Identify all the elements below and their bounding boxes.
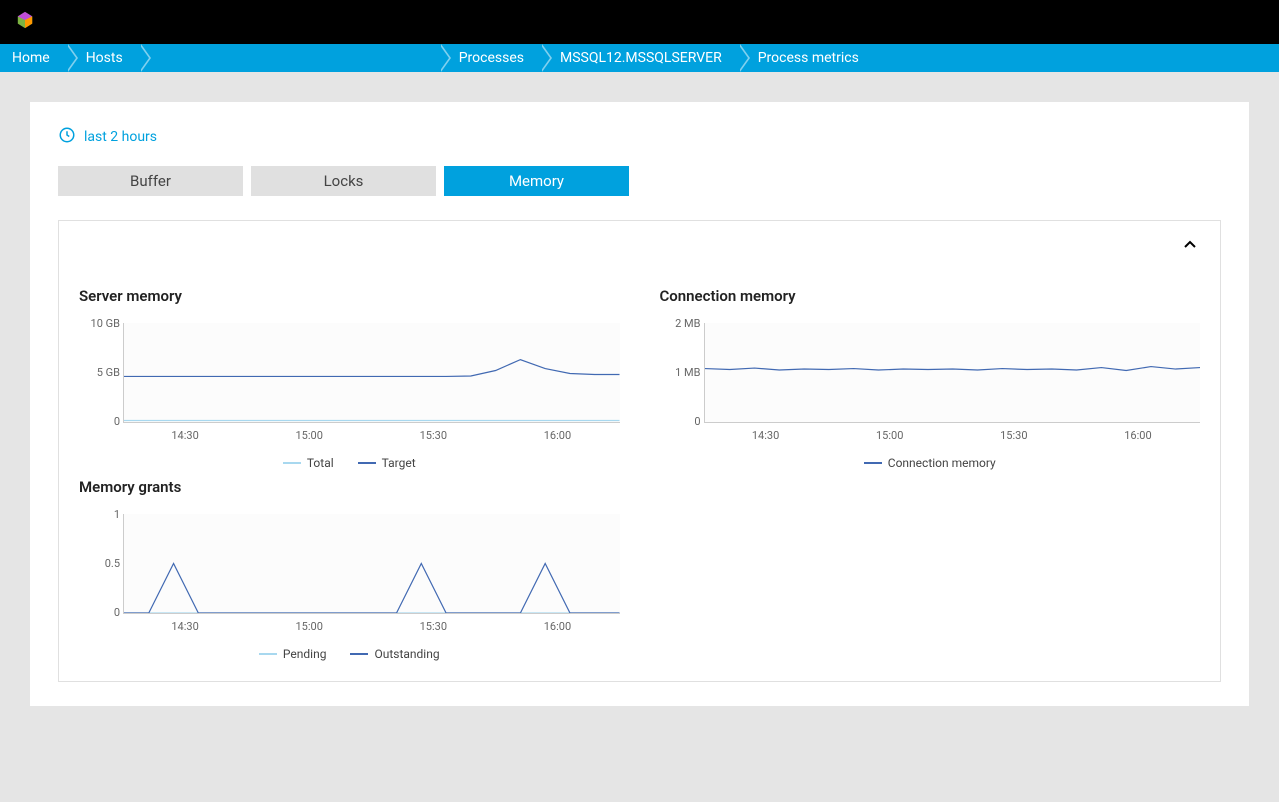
x-tick: 16:00: [544, 429, 571, 442]
legend-label: Connection memory: [888, 456, 996, 470]
legend-swatch: [350, 653, 368, 655]
tab-buffer[interactable]: Buffer: [58, 166, 243, 196]
y-tick: 2 MB: [675, 317, 700, 330]
x-tick: 15:00: [295, 429, 322, 442]
chart-y-axis: 10 GB 5 GB 0: [80, 317, 120, 428]
legend-item: Target: [358, 456, 416, 470]
legend-label: Outstanding: [374, 647, 439, 661]
tab-label: Locks: [324, 172, 364, 190]
chart-connection-memory: Connection memory 2 MB 1 MB 0 14:30 15:0…: [660, 287, 1201, 470]
tab-label: Buffer: [130, 172, 171, 190]
breadcrumb-host-name[interactable]: [139, 44, 439, 72]
legend-swatch: [358, 462, 376, 464]
chart-memory-grants: Memory grants 1 0.5 0 14:30 15:00 15:30: [79, 478, 620, 661]
breadcrumb-label: Processes: [459, 50, 524, 66]
charts-grid: Server memory 10 GB 5 GB 0 14:30 15:00 1…: [79, 287, 1200, 661]
chart-legend: Connection memory: [660, 456, 1201, 470]
legend-label: Total: [307, 456, 334, 470]
chart-y-axis: 1 0.5 0: [80, 508, 120, 619]
x-tick: 16:00: [1124, 429, 1151, 442]
x-tick: 15:00: [295, 620, 322, 633]
y-tick: 0: [114, 606, 120, 619]
legend-swatch: [283, 462, 301, 464]
chart-title: Memory grants: [79, 478, 620, 496]
x-tick: 15:00: [876, 429, 903, 442]
chart-svg: [124, 514, 620, 613]
charts-panel: Server memory 10 GB 5 GB 0 14:30 15:00 1…: [58, 220, 1221, 682]
tab-locks[interactable]: Locks: [251, 166, 436, 196]
x-tick: 14:30: [171, 620, 198, 633]
chart-x-axis: 14:30 15:00 15:30 16:00: [123, 429, 620, 442]
chart-x-axis: 14:30 15:00 15:30 16:00: [123, 620, 620, 633]
y-tick: 5 GB: [97, 366, 120, 379]
tab-label: Memory: [509, 172, 564, 190]
x-tick: 14:30: [171, 429, 198, 442]
main-card: last 2 hours Buffer Locks Memory Server …: [30, 102, 1249, 706]
chart-plot-area: 10 GB 5 GB 0: [123, 323, 620, 423]
breadcrumb-label: Home: [12, 50, 50, 66]
app-logo-icon: [16, 11, 34, 33]
top-app-bar: [0, 0, 1279, 44]
breadcrumb-bar: Home Hosts Processes MSSQL12.MSSQLSERVER…: [0, 44, 1279, 72]
breadcrumb-home[interactable]: Home: [0, 44, 66, 72]
y-tick: 1: [114, 508, 120, 521]
legend-item: Total: [283, 456, 334, 470]
collapse-panel-button[interactable]: [1180, 237, 1200, 257]
time-range-label: last 2 hours: [84, 129, 157, 145]
clock-icon: [58, 126, 76, 148]
chart-server-memory: Server memory 10 GB 5 GB 0 14:30 15:00 1…: [79, 287, 620, 470]
breadcrumb-process-metrics[interactable]: Process metrics: [738, 44, 875, 72]
metric-tabs: Buffer Locks Memory: [58, 166, 1221, 196]
x-tick: 16:00: [544, 620, 571, 633]
legend-item: Outstanding: [350, 647, 439, 661]
time-range-picker[interactable]: last 2 hours: [58, 126, 157, 148]
chart-svg: [124, 323, 620, 422]
breadcrumb-label: Process metrics: [758, 50, 859, 66]
breadcrumb-label: Hosts: [86, 50, 123, 66]
legend-label: Target: [382, 456, 416, 470]
legend-label: Pending: [283, 647, 327, 661]
y-tick: 0: [114, 415, 120, 428]
tab-memory[interactable]: Memory: [444, 166, 629, 196]
chart-legend: Pending Outstanding: [79, 647, 620, 661]
legend-swatch: [259, 653, 277, 655]
y-tick: 0.5: [105, 557, 120, 570]
chart-legend: Total Target: [79, 456, 620, 470]
x-tick: 15:30: [1000, 429, 1027, 442]
y-tick: 10 GB: [91, 317, 120, 330]
x-tick: 15:30: [420, 429, 447, 442]
chart-title: Connection memory: [660, 287, 1201, 305]
chart-x-axis: 14:30 15:00 15:30 16:00: [704, 429, 1201, 442]
chart-plot-area: 2 MB 1 MB 0: [704, 323, 1201, 423]
legend-item: Pending: [259, 647, 327, 661]
chart-svg: [705, 323, 1201, 422]
legend-swatch: [864, 462, 882, 464]
chevron-up-icon: [1182, 237, 1198, 257]
chart-y-axis: 2 MB 1 MB 0: [661, 317, 701, 428]
breadcrumb-label: MSSQL12.MSSQLSERVER: [560, 50, 722, 66]
legend-item: Connection memory: [864, 456, 996, 470]
x-tick: 15:30: [420, 620, 447, 633]
breadcrumb-process-name[interactable]: MSSQL12.MSSQLSERVER: [540, 44, 738, 72]
chart-title: Server memory: [79, 287, 620, 305]
breadcrumb-processes[interactable]: Processes: [439, 44, 540, 72]
page-body: last 2 hours Buffer Locks Memory Server …: [0, 72, 1279, 736]
y-tick: 0: [694, 415, 700, 428]
chart-plot-area: 1 0.5 0: [123, 514, 620, 614]
y-tick: 1 MB: [675, 366, 700, 379]
x-tick: 14:30: [752, 429, 779, 442]
